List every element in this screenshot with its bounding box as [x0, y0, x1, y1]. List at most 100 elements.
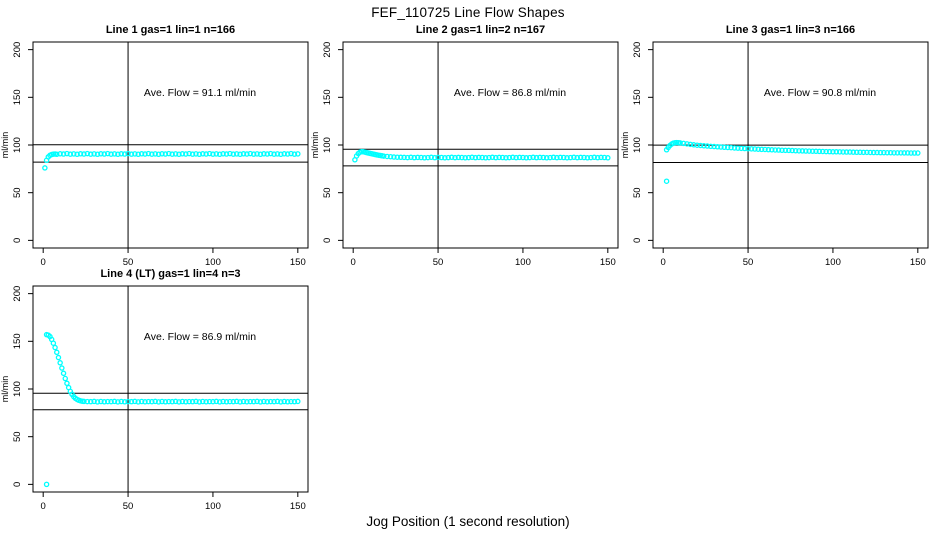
y-tick-label: 100	[12, 381, 23, 397]
data-point	[183, 151, 189, 157]
data-point	[701, 143, 707, 149]
data-point	[796, 148, 802, 154]
y-axis-label: ml/min	[0, 376, 10, 403]
data-point	[193, 398, 199, 405]
data-point	[765, 146, 772, 153]
data-point	[60, 370, 67, 377]
ave-flow-annotation: Ave. Flow = 90.8 ml/min	[764, 87, 876, 99]
data-point	[172, 151, 179, 157]
y-tick-label: 150	[12, 89, 23, 105]
data-point	[281, 151, 287, 157]
data-point	[510, 154, 516, 161]
data-point	[496, 154, 502, 161]
x-tick-label: 50	[123, 257, 134, 268]
data-point	[594, 154, 601, 161]
data-point	[179, 151, 186, 157]
x-tick-label: 100	[205, 257, 221, 268]
data-point	[186, 150, 192, 157]
data-point	[42, 165, 48, 171]
data-point	[718, 144, 724, 150]
data-point	[213, 151, 220, 157]
data-point	[408, 154, 414, 161]
data-point	[411, 154, 418, 161]
data-point	[118, 151, 125, 157]
data-point	[128, 398, 135, 405]
x-tick-label: 100	[205, 501, 221, 512]
data-point	[687, 141, 694, 148]
data-point	[574, 154, 581, 161]
data-point	[735, 145, 741, 151]
data-point	[772, 147, 778, 153]
y-tick-label: 50	[632, 187, 643, 198]
data-point	[261, 151, 267, 157]
data-point	[789, 147, 795, 154]
data-point	[605, 155, 611, 161]
data-point	[186, 398, 192, 405]
data-point	[220, 151, 226, 157]
data-point	[465, 154, 472, 161]
data-point	[295, 398, 301, 405]
data-point	[516, 154, 523, 161]
y-tick-label: 150	[12, 333, 23, 349]
data-point	[414, 154, 421, 161]
data-point	[84, 398, 91, 405]
data-point	[135, 399, 141, 405]
y-tick-label: 0	[632, 238, 643, 243]
data-point	[166, 398, 172, 405]
data-point	[267, 150, 274, 157]
data-point	[67, 151, 74, 157]
data-point	[104, 398, 111, 405]
data-point	[820, 148, 826, 155]
data-point	[176, 151, 182, 158]
data-point	[91, 398, 97, 405]
data-point	[557, 154, 564, 161]
data-point	[179, 398, 186, 405]
y-tick-label: 100	[632, 137, 643, 153]
subplot-title: Line 2 gas=1 lin=2 n=167	[416, 24, 545, 36]
data-point	[284, 399, 291, 405]
subplot-title: Line 1 gas=1 lin=1 n=166	[106, 24, 235, 36]
data-point	[189, 151, 196, 157]
data-point	[523, 155, 530, 161]
data-point	[108, 398, 114, 405]
data-point	[448, 154, 455, 161]
data-point	[125, 398, 131, 405]
data-point	[250, 151, 257, 157]
data-point	[55, 354, 62, 361]
data-point	[806, 148, 812, 154]
x-tick-label: 150	[290, 257, 306, 268]
data-point	[792, 147, 799, 154]
data-point	[60, 151, 67, 157]
data-point	[240, 398, 247, 405]
data-point	[155, 399, 162, 405]
data-point	[455, 154, 462, 161]
data-point	[387, 153, 394, 160]
data-point	[762, 146, 768, 153]
data-point	[860, 149, 867, 156]
data-point	[803, 148, 809, 154]
data-point	[81, 398, 87, 405]
data-point	[278, 399, 284, 405]
data-point	[584, 155, 591, 161]
data-point	[435, 154, 441, 161]
data-point	[155, 151, 162, 158]
x-tick-label: 50	[123, 501, 134, 512]
data-point	[908, 150, 914, 156]
data-point	[799, 148, 806, 154]
y-tick-label: 150	[632, 89, 643, 105]
data-point	[567, 154, 574, 161]
data-point	[57, 360, 63, 366]
y-tick-label: 0	[322, 238, 333, 243]
y-tick-label: 100	[12, 137, 23, 153]
data-point	[183, 399, 189, 405]
data-point	[142, 151, 148, 157]
y-axis-label: ml/min	[620, 132, 630, 159]
data-point	[196, 151, 203, 158]
data-point	[680, 140, 687, 147]
data-point	[203, 151, 209, 157]
data-point	[247, 150, 254, 157]
data-point	[887, 149, 894, 156]
subplot-line-4: Line 4 (LT) gas=1 lin=4 n=3 0 50 100 150 200 m…	[0, 262, 318, 517]
ave-flow-annotation: Ave. Flow = 86.8 ml/min	[454, 87, 566, 99]
data-point	[138, 398, 145, 405]
